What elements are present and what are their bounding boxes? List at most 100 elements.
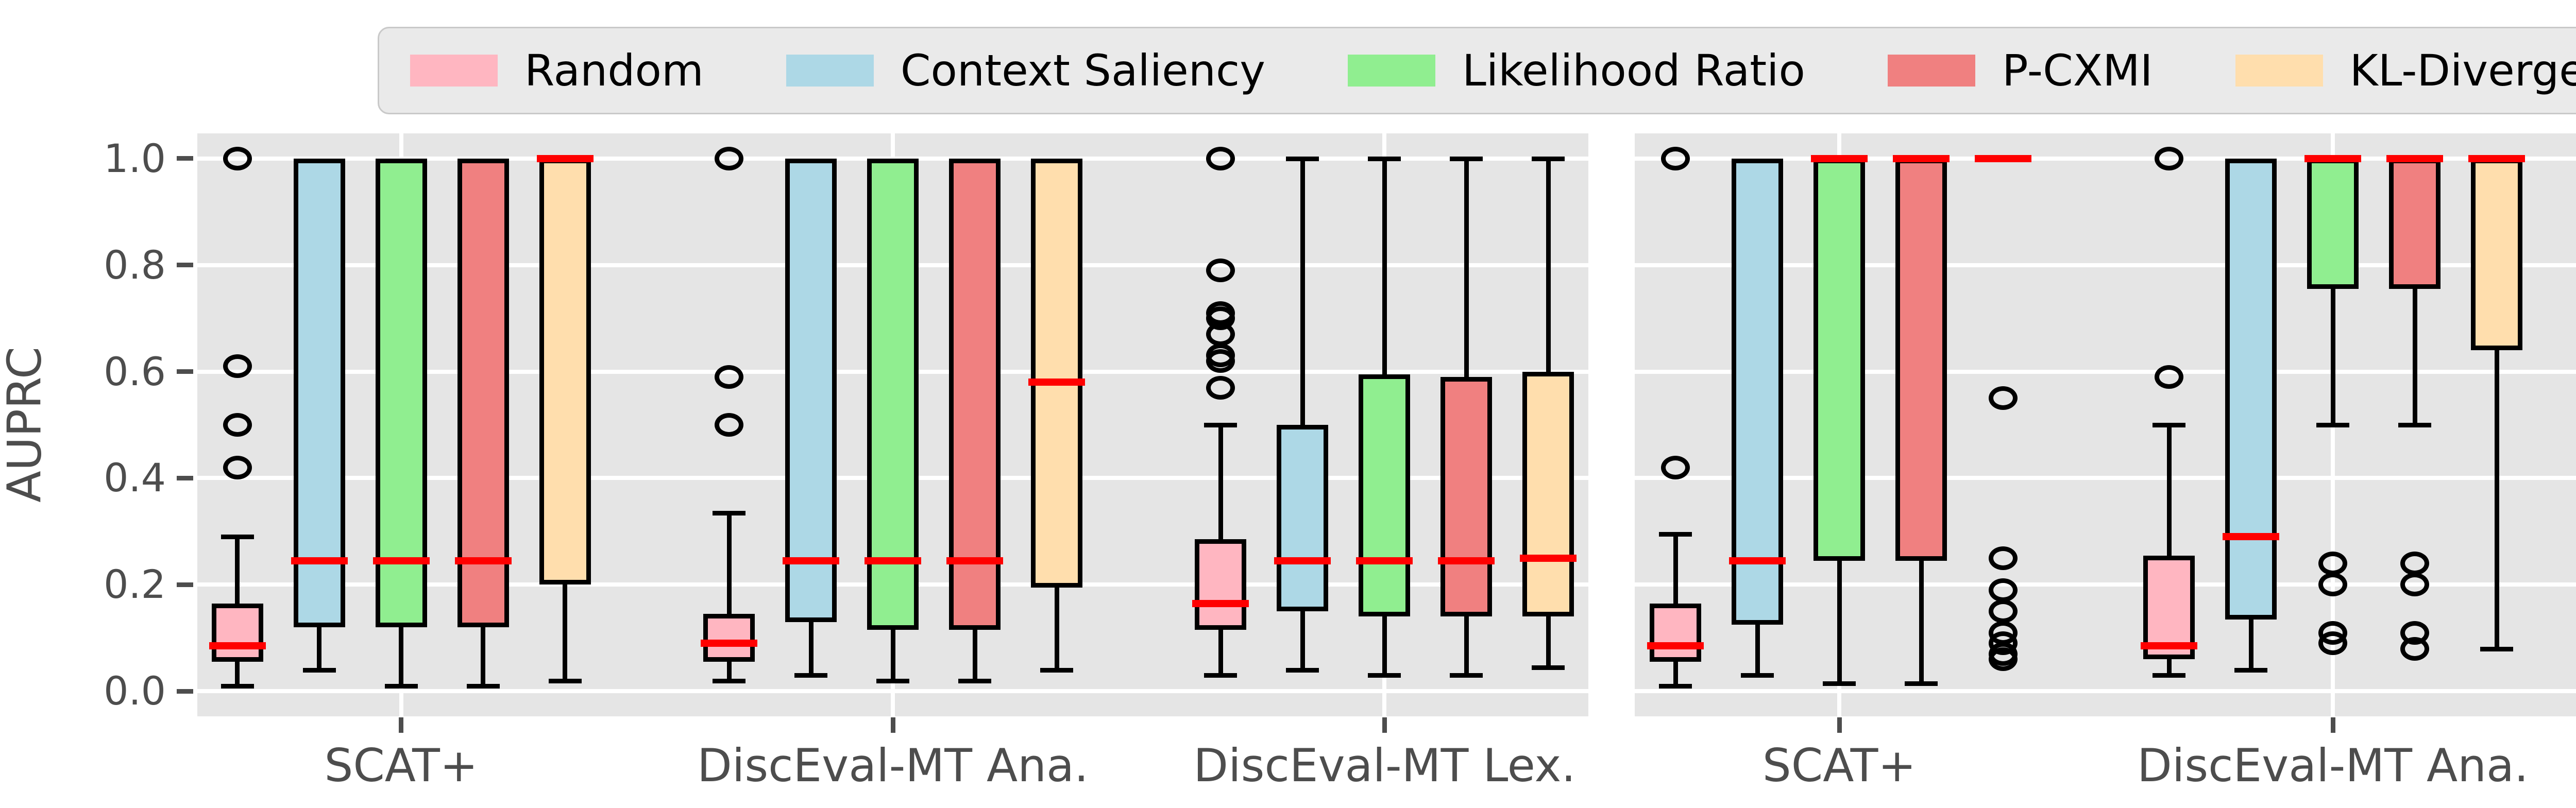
whisker-cap-low xyxy=(1532,665,1565,670)
whisker-cap-low xyxy=(2153,673,2185,678)
median-line xyxy=(291,557,348,564)
box-kl-divergence xyxy=(1031,158,1082,588)
y-tick-mark xyxy=(177,475,193,480)
y-tick-label: 1.0 xyxy=(104,135,166,181)
h-gridline xyxy=(1635,582,2576,587)
median-line xyxy=(1520,554,1577,562)
h-gridline xyxy=(1635,476,2576,480)
median-line xyxy=(2141,642,2197,650)
outlier-point xyxy=(1989,386,2018,410)
median-line xyxy=(1028,379,1085,386)
median-line xyxy=(372,557,430,564)
box-kl-divergence xyxy=(1522,371,1574,617)
whisker-cap-high xyxy=(713,510,745,515)
whisker-cap-low xyxy=(1286,667,1319,673)
legend-swatch-context-saliency xyxy=(786,55,874,87)
median-line xyxy=(1811,154,1868,162)
whisker-cap-low xyxy=(1905,681,1938,686)
median-line xyxy=(1438,557,1495,564)
outlier-point xyxy=(223,146,252,170)
outlier-point xyxy=(2318,631,2347,656)
h-gridline xyxy=(1635,689,2576,694)
whisker-cap-low xyxy=(794,673,827,678)
outlier-point xyxy=(1989,546,2018,570)
outlier-point xyxy=(223,455,252,479)
box-random xyxy=(1650,603,1701,662)
whisker-cap-low xyxy=(2234,667,2267,673)
whisker-cap-high xyxy=(1450,156,1483,161)
outlier-point xyxy=(1661,455,1690,479)
legend: Random Context Saliency Likelihood Ratio… xyxy=(378,27,2576,114)
median-line xyxy=(1893,154,1950,162)
legend-item-likelihood-ratio: Likelihood Ratio xyxy=(1348,45,1805,96)
outlier-point xyxy=(715,365,743,389)
outlier-point xyxy=(1206,375,1235,400)
whisker-cap-high xyxy=(2153,423,2185,427)
box-random xyxy=(2143,555,2195,660)
y-tick-mark xyxy=(177,582,193,587)
median-line xyxy=(1975,154,2031,162)
whisker xyxy=(2494,158,2499,649)
box-random xyxy=(703,614,755,662)
x-tick-label: SCAT+ xyxy=(1762,739,1917,792)
whisker-cap-low xyxy=(1450,673,1483,678)
outlier-point xyxy=(1206,146,1235,170)
whisker xyxy=(1300,158,1305,670)
y-axis-label: AUPRC xyxy=(0,347,52,503)
legend-swatch-random xyxy=(410,55,498,87)
median-line xyxy=(2468,154,2525,162)
outlier-point xyxy=(2318,573,2347,597)
x-tick-label: SCAT+ xyxy=(324,739,478,792)
y-tick-label: 0.4 xyxy=(104,455,166,501)
legend-label: P-CXMI xyxy=(2002,45,2153,96)
legend-label: Random xyxy=(524,45,704,96)
outlier-point xyxy=(1661,146,1690,170)
box-p-cxmi xyxy=(457,158,509,628)
outlier-point xyxy=(223,354,252,379)
median-line xyxy=(454,557,512,564)
outlier-point xyxy=(1989,647,2018,672)
box-p-cxmi xyxy=(1895,158,1947,561)
h-gridline xyxy=(1635,156,2576,161)
median-line xyxy=(1647,642,1704,650)
whisker-cap-low xyxy=(466,684,500,689)
whisker-cap-low xyxy=(1204,673,1238,678)
y-tick-label: 0.8 xyxy=(104,242,166,288)
outlier-point xyxy=(1206,349,1235,373)
y-tick-mark xyxy=(177,263,193,268)
box-context-saliency xyxy=(785,158,837,622)
whisker-cap-high xyxy=(1204,423,1238,427)
box-random xyxy=(211,603,263,662)
whisker-cap-low xyxy=(713,678,745,683)
whisker-cap-low xyxy=(302,667,336,673)
median-line xyxy=(1729,557,1786,564)
whisker-cap-low xyxy=(1741,673,1774,678)
h-gridline xyxy=(1635,369,2576,374)
panel-left xyxy=(197,133,1588,716)
box-context-saliency xyxy=(2225,158,2277,620)
whisker xyxy=(2412,158,2417,425)
whisker-cap-low xyxy=(384,684,418,689)
whisker-cap-low xyxy=(958,678,991,683)
box-kl-divergence xyxy=(2471,158,2522,351)
y-tick-label: 0.2 xyxy=(104,561,166,608)
whisker xyxy=(2166,425,2172,676)
outlier-point xyxy=(1206,258,1235,282)
whisker-cap-low xyxy=(1659,684,1692,689)
legend-swatch-kl-divergence xyxy=(2235,55,2323,87)
x-tick-mark xyxy=(1837,717,1842,733)
whisker xyxy=(726,512,732,681)
median-line xyxy=(783,557,839,564)
median-line xyxy=(2386,154,2443,162)
median-line xyxy=(1356,557,1413,564)
x-tick-label: DiscEval-MT Ana. xyxy=(697,739,1089,792)
whisker-cap-low xyxy=(1368,673,1401,678)
h-gridline xyxy=(1635,263,2576,267)
box-context-saliency xyxy=(1277,425,1329,612)
median-line xyxy=(701,640,757,647)
legend-swatch-likelihood-ratio xyxy=(1348,55,1436,87)
median-line xyxy=(209,642,266,650)
y-tick-label: 0.6 xyxy=(104,348,166,394)
outlier-point xyxy=(1989,578,2018,602)
box-likelihood-ratio xyxy=(1359,374,1411,617)
